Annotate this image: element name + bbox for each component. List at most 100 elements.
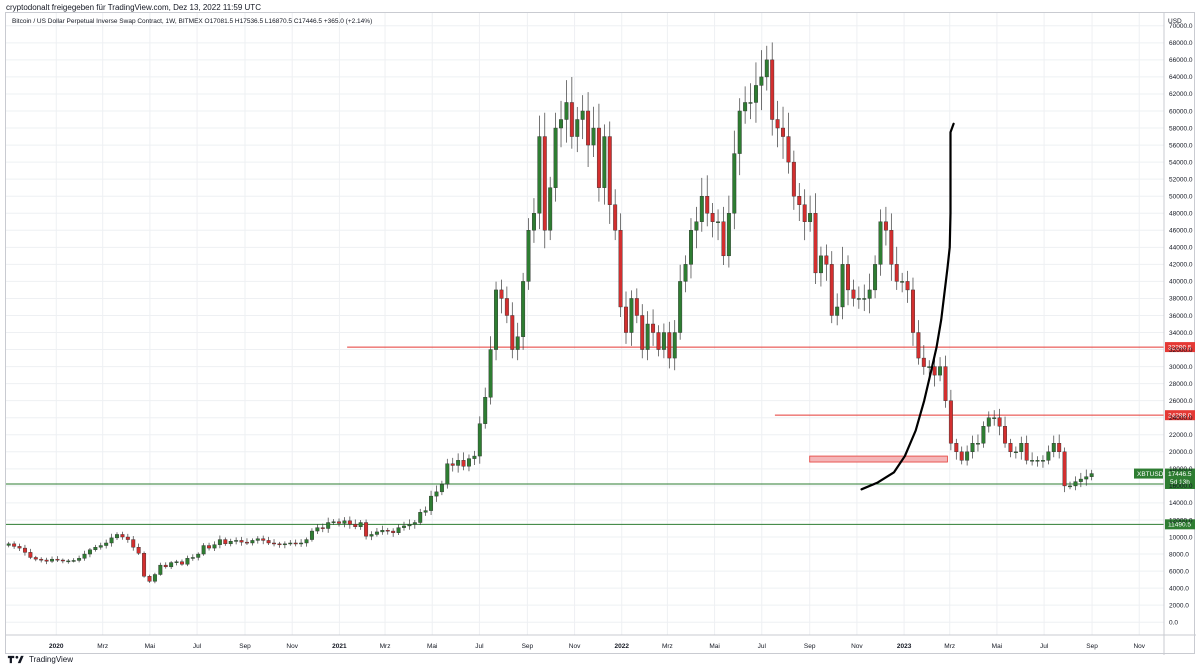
candle-down	[504, 298, 509, 316]
candle-up	[873, 264, 878, 291]
candle-down	[55, 558, 60, 561]
candle-up	[217, 539, 222, 545]
y-tick-label: 48000.0	[1169, 211, 1193, 218]
candle-up	[6, 543, 11, 546]
candle-up	[575, 119, 580, 137]
candle-up	[77, 558, 82, 561]
y-tick-label: 34000.0	[1169, 330, 1193, 337]
candle-down	[656, 332, 661, 350]
candle-up	[50, 558, 54, 562]
candle-up	[862, 298, 867, 300]
y-tick-label: 26000.0	[1169, 398, 1193, 405]
candle-down	[775, 119, 780, 129]
y-tick-label: 32000.0	[1169, 347, 1193, 354]
y-tick-label: 0.0	[1169, 620, 1178, 627]
candle-up	[467, 458, 471, 467]
resistance-zone	[809, 455, 948, 463]
candle-down	[337, 521, 341, 524]
candle-down	[293, 542, 298, 545]
candle-down	[28, 552, 33, 558]
candle-up	[521, 281, 526, 337]
y-tick-label: 6000.0	[1169, 568, 1189, 575]
candle-down	[813, 213, 818, 274]
candle-down	[180, 561, 184, 565]
x-tick-label: Nov	[851, 643, 863, 650]
x-tick-label: Mrz	[662, 643, 673, 650]
y-tick-label: 28000.0	[1169, 381, 1193, 388]
x-tick-label: Mai	[427, 643, 437, 650]
candle-up	[835, 306, 840, 316]
x-tick-label: Nov	[1133, 643, 1145, 650]
candle-down	[618, 230, 623, 308]
candle-up	[396, 527, 401, 533]
candle-up	[759, 76, 764, 86]
x-tick-label: Nov	[569, 643, 581, 650]
candle-down	[131, 539, 136, 548]
candle-up	[1013, 451, 1018, 454]
candle-down	[586, 110, 591, 146]
candle-down	[997, 417, 1002, 427]
candle-down	[353, 524, 358, 527]
candle-up	[580, 110, 585, 120]
candle-down	[954, 443, 959, 453]
candle-down	[959, 451, 964, 461]
candle-up	[526, 230, 531, 282]
candle-down	[261, 538, 266, 541]
x-tick-label: Jul	[1040, 643, 1049, 650]
candle-up	[423, 510, 428, 513]
candle-up	[282, 543, 287, 546]
x-tick-label: 2021	[332, 643, 347, 650]
candle-up	[104, 542, 109, 546]
candle-up	[109, 537, 114, 544]
candle-up	[689, 230, 693, 265]
candle-up	[1073, 481, 1078, 487]
candle-down	[596, 127, 601, 188]
candle-down	[889, 230, 894, 265]
x-tick-label: Sep	[522, 643, 534, 650]
candle-down	[883, 221, 888, 231]
candle-up	[412, 522, 417, 525]
candle-up	[965, 451, 970, 461]
candle-up	[483, 397, 488, 424]
x-tick-label: Sep	[804, 643, 816, 650]
candle-up	[683, 264, 688, 282]
candle-up	[299, 542, 304, 545]
symbol-tag-label: XBTUSD	[1137, 471, 1164, 478]
candle-up	[927, 366, 932, 368]
candle-down	[22, 547, 27, 553]
candle-up	[531, 213, 536, 231]
candle-down	[223, 539, 228, 545]
candle-up	[548, 187, 553, 231]
candle-up	[196, 553, 201, 558]
candle-down	[911, 289, 915, 333]
candle-up	[992, 417, 997, 419]
x-tick-label: 2022	[615, 643, 630, 650]
candle-up	[445, 463, 450, 485]
y-tick-label: 58000.0	[1169, 125, 1193, 132]
candle-down	[272, 542, 276, 545]
footer-brand: TradingView	[29, 655, 74, 664]
candle-up	[808, 213, 813, 222]
candle-up	[1019, 443, 1024, 453]
candle-up	[374, 531, 379, 535]
candle-down	[60, 559, 65, 562]
candle-down	[921, 357, 926, 367]
candle-down	[607, 136, 612, 205]
candle-up	[645, 323, 650, 350]
candle-up	[970, 443, 975, 453]
x-tick-label: Jul	[758, 643, 767, 650]
candle-up	[98, 545, 103, 548]
candle-up	[407, 524, 412, 527]
candle-up	[1078, 478, 1083, 482]
candle-up	[71, 560, 76, 562]
candle-up	[743, 102, 748, 112]
level-price-label: 11490.5	[1168, 522, 1191, 529]
candle-down	[1024, 443, 1029, 461]
candle-down	[245, 541, 249, 544]
x-tick-label: Mai	[992, 643, 1002, 650]
projection-layer: XBTUSD 17446.55d 13h	[860, 122, 1195, 491]
candle-down	[721, 221, 726, 257]
candle-down	[320, 527, 325, 529]
